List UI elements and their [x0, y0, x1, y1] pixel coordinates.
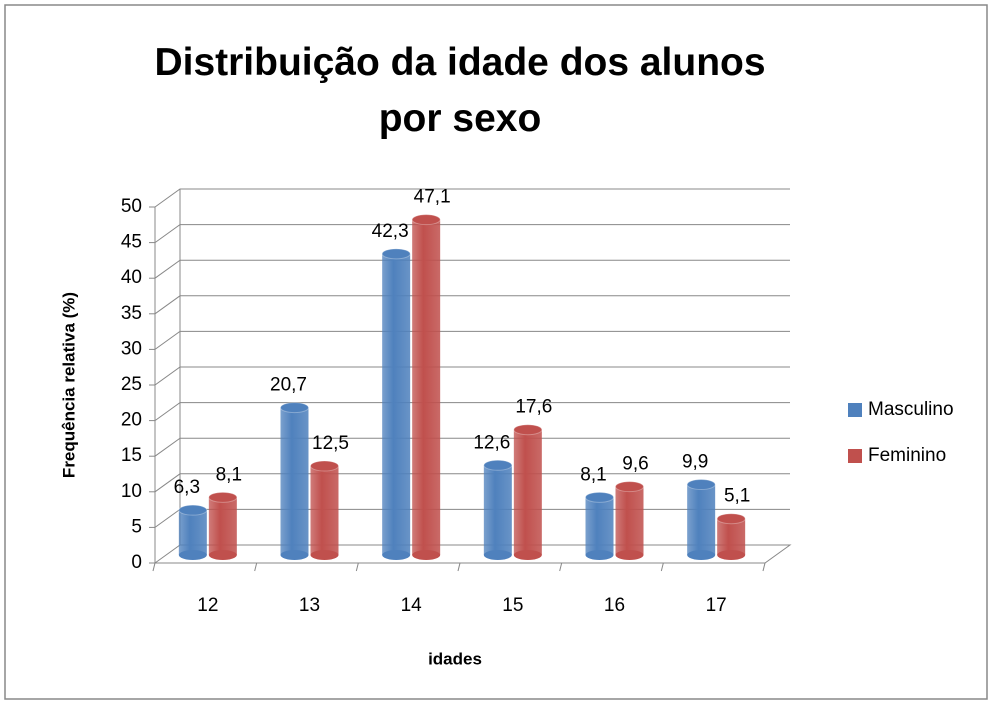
cylinder-top [208, 491, 238, 503]
legend-label: Feminino [868, 445, 946, 466]
value-label: 9,9 [682, 452, 708, 473]
x-tick [254, 562, 258, 572]
title-box: Distribuição da idade dos alunos por sex… [154, 41, 766, 140]
value-label: 9,6 [622, 454, 648, 475]
chart-title: Distribuição da idade dos alunos por sex… [154, 41, 766, 140]
value-label: 5,1 [724, 486, 750, 507]
x-tick [152, 562, 156, 572]
x-tick-label: 16 [604, 595, 625, 616]
y-tick-label: 40 [121, 267, 142, 288]
x-tick [559, 562, 563, 572]
value-label: 8,1 [216, 464, 242, 485]
x-tick [660, 562, 664, 572]
cylinder-top [513, 424, 543, 436]
grid-line [154, 437, 790, 457]
grid-line [154, 188, 790, 208]
y-tick-label: 25 [121, 374, 142, 395]
y-tick-label: 30 [121, 338, 142, 359]
x-tick-label: 15 [502, 595, 523, 616]
chart-border [4, 4, 988, 700]
value-label: 12,6 [473, 432, 510, 453]
y-tick-label: 0 [131, 552, 142, 573]
bar [483, 465, 512, 555]
y-tick-label: 50 [121, 196, 142, 217]
value-label: 12,5 [312, 433, 349, 454]
bar [178, 510, 207, 555]
cylinder-top [686, 479, 716, 491]
x-tick [762, 562, 766, 572]
value-label: 6,3 [174, 477, 200, 498]
y-tick-label: 20 [121, 410, 142, 431]
value-label: 8,1 [580, 464, 606, 485]
x-tick-label: 12 [197, 595, 218, 616]
grid-line [154, 473, 790, 493]
cylinder-top [280, 402, 309, 414]
bar [687, 484, 716, 555]
y-tick-label: 15 [121, 445, 142, 466]
x-tick [355, 562, 359, 572]
bar [513, 429, 542, 555]
grid-line [154, 330, 790, 350]
cylinder-top [615, 481, 644, 493]
cylinder-top [716, 513, 746, 525]
bar [585, 497, 614, 555]
legend-swatch [848, 403, 862, 417]
bar [382, 253, 411, 555]
cylinder-top [411, 214, 441, 226]
y-tick-label: 35 [121, 303, 142, 324]
grid-line [154, 259, 790, 279]
bar [208, 497, 237, 555]
grid-line [154, 402, 790, 422]
y-tick-label: 45 [121, 232, 142, 253]
cylinder-top [585, 491, 614, 503]
cylinder-top [178, 504, 208, 516]
y-tick-label: 5 [131, 516, 142, 537]
x-tick [457, 562, 461, 572]
grid-line [154, 366, 790, 386]
value-label: 42,3 [372, 221, 409, 242]
bar [615, 486, 644, 555]
bar [280, 407, 309, 555]
legend-label: Masculino [868, 399, 954, 420]
cylinder-top [310, 460, 339, 472]
legend-swatch [848, 449, 862, 463]
bar [310, 466, 339, 555]
x-tick-label: 17 [706, 595, 727, 616]
cylinder-top [483, 459, 513, 471]
x-tick-label: 13 [299, 595, 320, 616]
bar [412, 219, 441, 555]
value-label: 17,6 [515, 397, 552, 418]
x-axis-title: idades [428, 649, 482, 668]
grid-line [154, 295, 790, 315]
value-label: 20,7 [270, 375, 307, 396]
y-axis-title: Frequência relativa (%) [59, 292, 78, 478]
y-tick-label: 10 [121, 481, 142, 502]
bar [717, 518, 746, 555]
x-tick-label: 14 [401, 595, 423, 616]
cylinder-top [381, 248, 411, 260]
value-label: 47,1 [414, 187, 451, 208]
grid-line [154, 224, 790, 244]
